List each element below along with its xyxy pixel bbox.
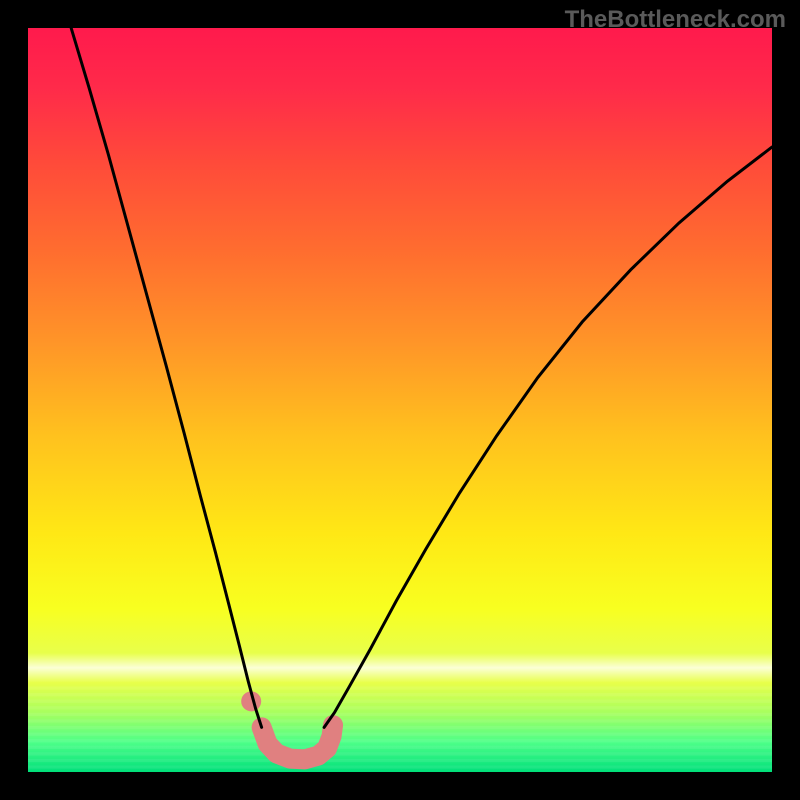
gradient-stripe [28,706,772,709]
gradient-stripe [28,700,772,703]
gradient-stripe [28,739,772,742]
gradient-stripe [28,686,772,689]
gradient-stripe [28,713,772,716]
chart-frame: TheBottleneck.com [0,0,800,800]
gradient-stripe [28,759,772,762]
gradient-stripe [28,733,772,736]
right-bottleneck-curve [324,147,772,727]
gradient-stripe [28,719,772,722]
gradient-stripe [28,693,772,696]
gradient-stripe [28,726,772,729]
left-bottleneck-curve [71,28,261,727]
curve-overlay [0,0,800,800]
gradient-stripe [28,752,772,755]
gradient-stripe [28,746,772,749]
watermark-text: TheBottleneck.com [565,6,786,34]
gradient-stripe [28,765,772,768]
